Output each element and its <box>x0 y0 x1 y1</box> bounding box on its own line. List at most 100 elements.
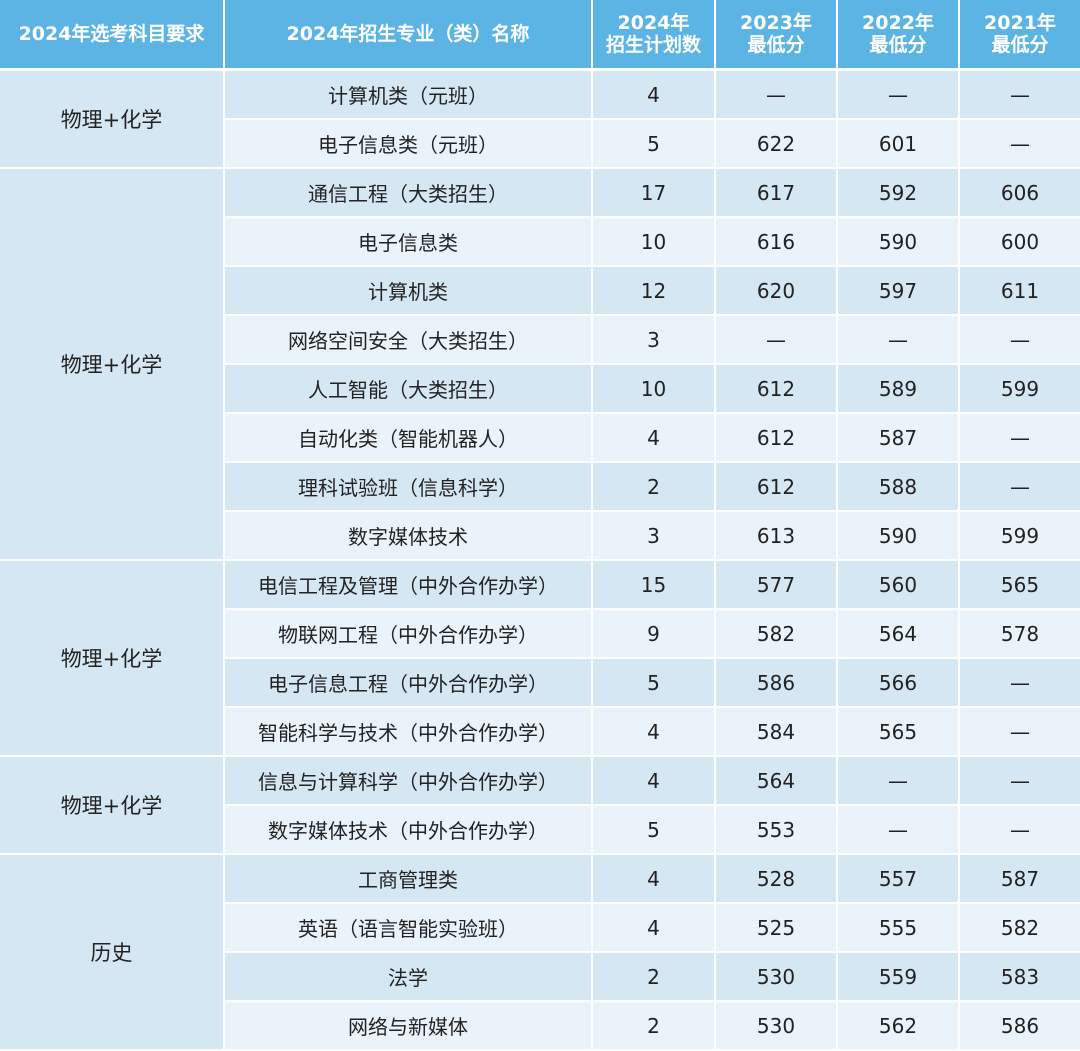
major-name-cell: 电子信息类（元班） <box>224 119 593 169</box>
header-score-2022: 2022年 最低分 <box>837 0 960 70</box>
header-plan-count: 2024年 招生计划数 <box>592 0 716 70</box>
score-2022-cell: 564 <box>837 609 960 659</box>
score-2023-cell: 584 <box>715 707 838 757</box>
subject-requirement-cell: 物理+化学 <box>0 560 225 757</box>
table-row: 自动化类（智能机器人） 4 612 587— <box>0 413 1080 463</box>
score-2023-cell: — <box>715 315 838 365</box>
table-row: 数字媒体技术 3 613 590 599 <box>0 511 1080 561</box>
score-2021-cell: 599 <box>959 511 1080 561</box>
score-2021-cell: — <box>959 315 1080 365</box>
header-score-2021: 2021年 最低分 <box>959 0 1080 70</box>
score-2023-cell: 612 <box>715 413 838 463</box>
score-2023-cell: 622 <box>715 119 838 169</box>
plan-count-cell: 2 <box>592 1001 716 1051</box>
table-row: 智能科学与技术（中外合作办学） 4 584 565— <box>0 707 1080 757</box>
major-name-cell: 人工智能（大类招生） <box>224 364 593 414</box>
major-name-cell: 信息与计算科学（中外合作办学） <box>224 756 593 806</box>
table-row: 理科试验班（信息科学） 2 612 588— <box>0 462 1080 512</box>
score-2021-cell: — <box>959 805 1080 855</box>
table-row: 物理+化学 电信工程及管理（中外合作办学） 15 577 560 565 <box>0 560 1080 757</box>
score-2023-cell: 564 <box>715 756 838 806</box>
score-2022-cell: 566 <box>837 658 960 708</box>
score-2022-cell: 555 <box>837 903 960 953</box>
major-name-cell: 理科试验班（信息科学） <box>224 462 593 512</box>
score-2023-cell: 612 <box>715 462 838 512</box>
plan-count-cell: 12 <box>592 266 716 316</box>
score-2022-cell: 559 <box>837 952 960 1002</box>
major-name-cell: 工商管理类 <box>224 854 593 904</box>
score-2021-cell: 586 <box>959 1001 1080 1051</box>
plan-count-cell: 5 <box>592 658 716 708</box>
table-row: 网络与新媒体 2 530 562 586 <box>0 1001 1080 1051</box>
score-2021-cell: 611 <box>959 266 1080 316</box>
score-2021-cell: — <box>959 413 1080 463</box>
plan-count-cell: 3 <box>592 511 716 561</box>
header-score-2023: 2023年 最低分 <box>715 0 838 70</box>
major-name-cell: 电信工程及管理（中外合作办学） <box>224 560 593 610</box>
plan-count-cell: 5 <box>592 805 716 855</box>
score-2021-cell: 583 <box>959 952 1080 1002</box>
score-2021-cell: 587 <box>959 854 1080 904</box>
major-name-cell: 计算机类（元班） <box>224 69 593 120</box>
score-2021-cell: 599 <box>959 364 1080 414</box>
table-body: 物理+化学 计算机类（元班） 4— — — 电子信息类（元班） 5 622 601— 物理+化学通… <box>0 69 1080 1051</box>
header-row: 2024年选考科目要求 2024年招生专业（类）名称 2024年 招生计划数 20… <box>0 0 1080 70</box>
score-2023-cell: 612 <box>715 364 838 414</box>
major-name-cell: 英语（语言智能实验班） <box>224 903 593 953</box>
plan-count-cell: 4 <box>592 413 716 463</box>
score-2021-cell: — <box>959 658 1080 708</box>
major-name-cell: 数字媒体技术 <box>224 511 593 561</box>
score-2021-cell: 578 <box>959 609 1080 659</box>
major-name-cell: 物联网工程（中外合作办学） <box>224 609 593 659</box>
score-2022-cell: 597 <box>837 266 960 316</box>
table-row: 电子信息类（元班） 5 622 601— <box>0 119 1080 169</box>
table-row: 物联网工程（中外合作办学） 9 582 564 578 <box>0 609 1080 659</box>
table-row: 计算机类 12 620 597 611 <box>0 266 1080 316</box>
score-2023-cell: 553 <box>715 805 838 855</box>
score-2021-cell: — <box>959 462 1080 512</box>
score-2022-cell: — <box>837 69 960 120</box>
table-row: 物理+化学 信息与计算科学（中外合作办学） 4 564— — <box>0 756 1080 855</box>
score-2023-cell: 577 <box>715 560 838 610</box>
major-name-cell: 智能科学与技术（中外合作办学） <box>224 707 593 757</box>
plan-count-cell: 3 <box>592 315 716 365</box>
plan-count-cell: 15 <box>592 560 716 610</box>
score-2023-cell: 613 <box>715 511 838 561</box>
score-2021-cell: 565 <box>959 560 1080 610</box>
table-row: 数字媒体技术（中外合作办学） 5 553— — <box>0 805 1080 855</box>
score-2023-cell: 582 <box>715 609 838 659</box>
plan-count-cell: 10 <box>592 217 716 267</box>
header-major-name: 2024年招生专业（类）名称 <box>224 0 593 70</box>
score-2021-cell: — <box>959 119 1080 169</box>
major-name-cell: 自动化类（智能机器人） <box>224 413 593 463</box>
plan-count-cell: 4 <box>592 69 716 120</box>
score-2022-cell: 562 <box>837 1001 960 1051</box>
score-2022-cell: — <box>837 756 960 806</box>
major-name-cell: 通信工程（大类招生） <box>224 168 593 218</box>
score-2021-cell: 600 <box>959 217 1080 267</box>
score-2023-cell: — <box>715 69 838 120</box>
plan-count-cell: 4 <box>592 707 716 757</box>
subject-requirement-cell: 历史 <box>0 854 225 1051</box>
plan-count-cell: 5 <box>592 119 716 169</box>
table-row: 物理+化学 计算机类（元班） 4— — — <box>0 69 1080 169</box>
score-2022-cell: 587 <box>837 413 960 463</box>
score-2021-cell: 606 <box>959 168 1080 218</box>
score-2021-cell: — <box>959 756 1080 806</box>
score-2022-cell: 565 <box>837 707 960 757</box>
score-2022-cell: 601 <box>837 119 960 169</box>
score-2022-cell: 590 <box>837 511 960 561</box>
plan-count-cell: 9 <box>592 609 716 659</box>
score-2022-cell: 590 <box>837 217 960 267</box>
header-subject-requirement: 2024年选考科目要求 <box>0 0 225 70</box>
score-2021-cell: 582 <box>959 903 1080 953</box>
score-2023-cell: 530 <box>715 952 838 1002</box>
major-name-cell: 计算机类 <box>224 266 593 316</box>
score-2021-cell: — <box>959 707 1080 757</box>
plan-count-cell: 2 <box>592 462 716 512</box>
major-name-cell: 电子信息工程（中外合作办学） <box>224 658 593 708</box>
score-2023-cell: 525 <box>715 903 838 953</box>
score-2023-cell: 530 <box>715 1001 838 1051</box>
major-name-cell: 数字媒体技术（中外合作办学） <box>224 805 593 855</box>
